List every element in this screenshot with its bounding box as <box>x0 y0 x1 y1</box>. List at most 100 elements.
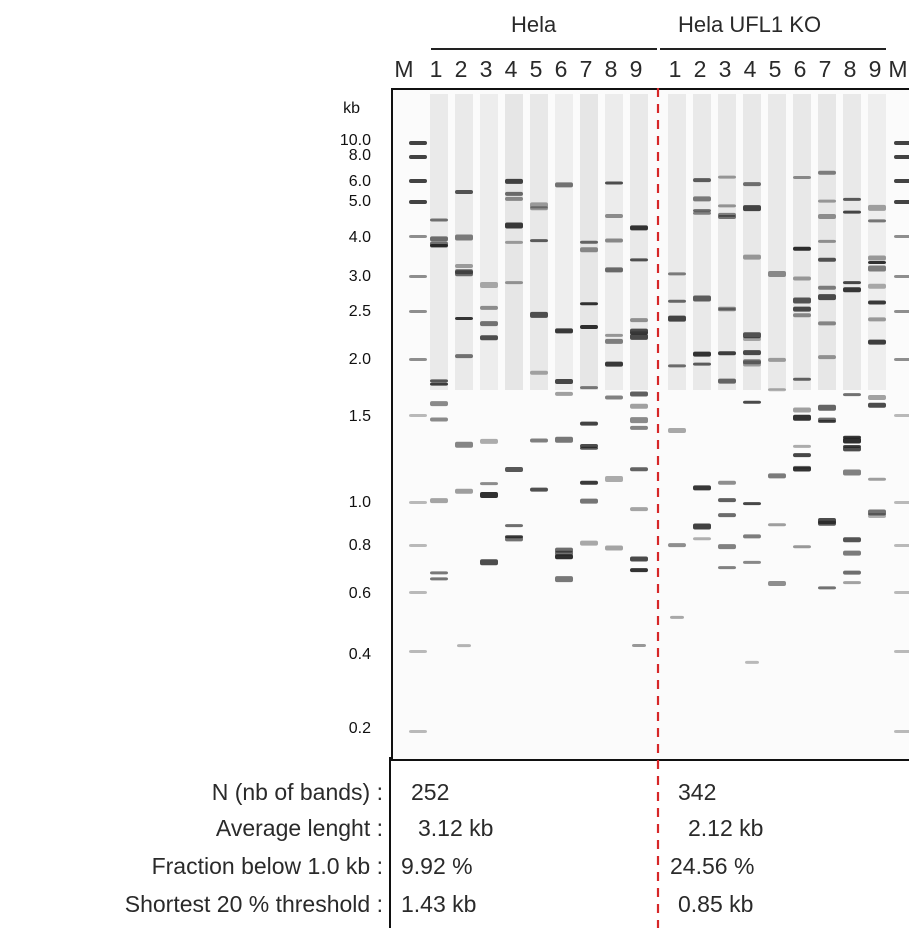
gel-band <box>409 155 427 159</box>
gel-band <box>605 338 623 344</box>
gel-band <box>868 261 886 265</box>
gel-band <box>555 436 573 443</box>
gel-smear <box>718 94 736 390</box>
lane-label: 5 <box>768 56 782 82</box>
gel-band <box>718 351 736 356</box>
gel-band <box>768 473 786 479</box>
gel-band <box>793 313 811 318</box>
gel-band <box>555 182 573 188</box>
gel-smear <box>818 94 836 390</box>
gel-band <box>555 554 573 560</box>
gel-band <box>630 391 648 397</box>
gel-band <box>894 501 909 504</box>
gel-band <box>630 318 648 323</box>
gel-band <box>818 404 836 411</box>
gel-band <box>718 204 736 208</box>
gel-band <box>743 254 761 260</box>
stat-label-average: Average lenght : <box>215 815 383 841</box>
gel-band <box>580 247 598 253</box>
gel-band <box>894 358 909 361</box>
lane-label: 9 <box>629 56 643 82</box>
gel-band <box>409 141 427 145</box>
stat-ko-fraction: 24.56 % <box>670 853 755 879</box>
gel-band <box>530 370 548 375</box>
gel-band <box>693 351 711 357</box>
gel-band <box>409 414 427 417</box>
stat-ko-average: 2.12 kb <box>688 815 764 841</box>
gel-band <box>894 591 909 594</box>
gel-band <box>843 537 861 543</box>
stat-label-fraction: Fraction below 1.0 kb : <box>151 853 383 879</box>
gel-band <box>868 283 886 289</box>
gel-band <box>430 218 448 222</box>
gel-band <box>430 401 448 407</box>
gel-band <box>818 520 836 526</box>
lane-label: 6 <box>793 56 807 82</box>
lane-label: 5 <box>529 56 543 82</box>
gel-band <box>693 178 711 183</box>
gel-band <box>630 225 648 231</box>
lane-label: 2 <box>693 56 707 82</box>
gel-band <box>605 238 623 243</box>
gel-band <box>605 181 623 185</box>
gel-band <box>457 644 471 648</box>
gel-band <box>894 179 909 183</box>
stat-hela-fraction: 9.92 % <box>401 853 473 879</box>
gel-band <box>668 272 686 276</box>
gel-band <box>409 650 427 653</box>
gel-band <box>693 295 711 302</box>
gel-band <box>630 568 648 573</box>
lane-label: 4 <box>743 56 757 82</box>
stat-hela-threshold: 1.43 kb <box>401 891 477 917</box>
gel-band <box>843 437 861 444</box>
marker-label: 1.5 <box>348 408 371 425</box>
gel-band <box>743 332 761 339</box>
gel-band <box>430 498 448 504</box>
gel-band <box>793 465 811 469</box>
gel-band <box>843 550 861 556</box>
gel-band <box>793 276 811 281</box>
gel-band <box>605 475 623 482</box>
lane-labels: M 1 2 3 4 5 6 7 8 9 1 2 3 4 5 6 7 8 9 M <box>0 56 909 88</box>
gel-band <box>630 425 648 430</box>
marker-label: 3.0 <box>348 268 371 285</box>
gel-band <box>430 236 448 242</box>
group-line-ko <box>660 48 886 50</box>
gel-band <box>630 556 648 562</box>
gel-band <box>530 239 548 243</box>
gel-band <box>818 355 836 360</box>
gel-band <box>632 643 646 647</box>
gel-band <box>430 382 448 386</box>
gel-band <box>843 393 861 397</box>
gel-band <box>605 214 623 219</box>
gel-band <box>668 315 686 322</box>
gel-band <box>530 438 548 443</box>
gel-band <box>505 222 523 229</box>
marker-label: 2.5 <box>348 303 371 320</box>
gel-band <box>693 196 711 202</box>
gel-smear <box>768 94 786 390</box>
gel-band <box>868 509 886 516</box>
gel-band <box>455 441 473 448</box>
marker-label: 0.2 <box>348 720 371 737</box>
gel-band <box>718 498 736 503</box>
gel-band <box>768 271 786 278</box>
gel-band <box>768 357 786 362</box>
gel-band <box>693 537 711 541</box>
gel-smear <box>868 94 886 390</box>
gel-smear <box>793 94 811 390</box>
lane-label: 7 <box>818 56 832 82</box>
lane-label: 6 <box>554 56 568 82</box>
gel-band <box>430 577 448 581</box>
gel-band <box>455 234 473 241</box>
gel-band <box>793 297 811 304</box>
gel-band <box>555 391 573 396</box>
gel-band <box>894 544 909 547</box>
gel-bands <box>409 94 909 733</box>
gel-band <box>455 190 473 195</box>
gel-band <box>868 512 886 518</box>
gel-band <box>668 543 686 548</box>
group-divider-line <box>656 88 660 928</box>
gel-smear <box>480 94 498 390</box>
marker-label: 8.0 <box>348 147 371 164</box>
